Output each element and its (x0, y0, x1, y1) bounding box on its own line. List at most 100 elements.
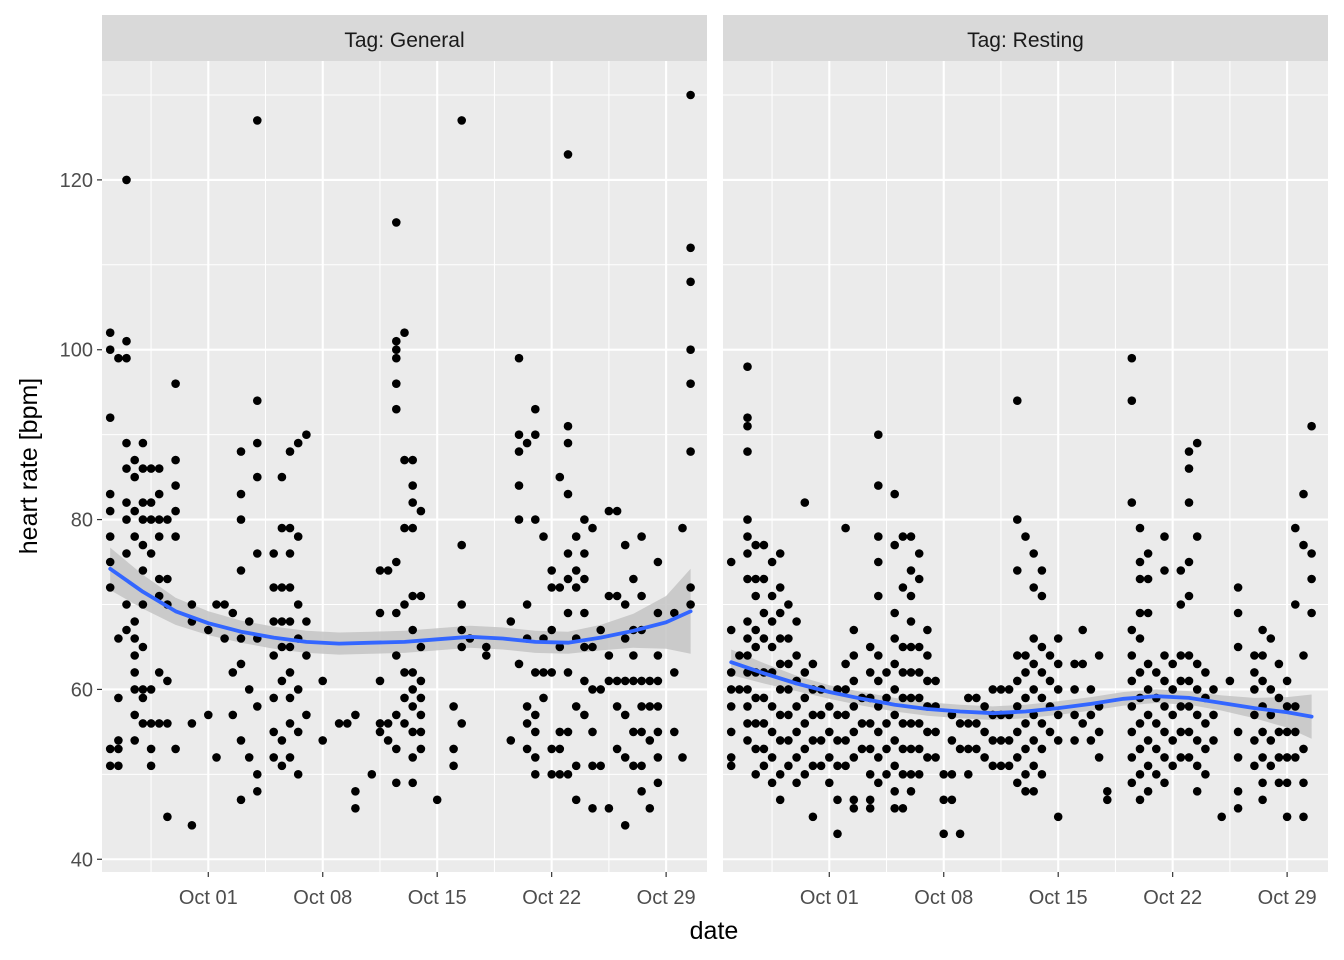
data-point (130, 634, 139, 643)
data-point (563, 438, 573, 448)
data-point (882, 719, 891, 728)
data-point (637, 702, 646, 711)
data-point (596, 685, 605, 694)
data-point (293, 770, 303, 779)
data-point (1070, 736, 1079, 745)
data-point (146, 498, 156, 507)
data-point (841, 710, 850, 720)
data-point (637, 727, 646, 737)
data-point (163, 574, 172, 584)
data-point (1143, 685, 1153, 694)
data-point (800, 498, 810, 507)
data-point (1307, 608, 1316, 618)
data-point (293, 532, 303, 541)
data-point (114, 693, 123, 703)
data-point (130, 736, 139, 745)
data-point (1184, 464, 1194, 473)
data-point (686, 447, 695, 456)
data-point (1078, 625, 1087, 635)
data-point (130, 506, 139, 516)
data-point (1168, 761, 1177, 771)
data-point (343, 719, 352, 728)
data-point (1135, 744, 1145, 754)
data-point (105, 345, 115, 355)
data-point (318, 736, 328, 745)
data-point (596, 625, 605, 635)
data-point (964, 744, 973, 754)
data-point (506, 617, 516, 626)
data-point (400, 455, 409, 465)
data-point (874, 651, 883, 660)
data-point (1143, 549, 1153, 558)
data-point (1135, 557, 1145, 567)
data-point (1135, 608, 1145, 618)
data-point (1282, 753, 1292, 762)
data-point (236, 566, 246, 575)
data-point (1021, 744, 1030, 754)
data-point (252, 702, 262, 711)
data-point (1127, 625, 1137, 635)
data-point (400, 719, 409, 728)
data-point (841, 761, 850, 771)
x-axis-title: date (690, 917, 739, 945)
data-point (547, 744, 556, 754)
data-point (865, 668, 875, 677)
data-point (767, 753, 777, 762)
data-point (800, 693, 810, 703)
data-point (874, 591, 883, 601)
data-point (236, 634, 246, 643)
data-point (171, 379, 180, 389)
data-point (1233, 804, 1243, 813)
data-point (1127, 727, 1137, 737)
data-point (890, 608, 899, 618)
data-point (816, 736, 826, 745)
data-point (882, 744, 891, 754)
data-point (547, 583, 556, 592)
data-point (522, 600, 532, 609)
data-point (874, 481, 883, 490)
data-point (351, 710, 360, 720)
data-point (555, 642, 565, 652)
data-point (269, 617, 279, 626)
data-point (130, 651, 139, 660)
data-point (138, 438, 148, 448)
data-point (555, 583, 565, 592)
data-point (146, 744, 156, 754)
data-point (1053, 685, 1063, 694)
data-point (146, 761, 156, 771)
data-point (645, 676, 655, 686)
data-point (1201, 770, 1210, 779)
data-point (1135, 770, 1145, 779)
data-point (114, 761, 123, 771)
data-point (514, 353, 524, 363)
data-point (914, 770, 924, 779)
data-point (204, 710, 213, 720)
data-point (1037, 693, 1047, 703)
data-point (1135, 523, 1145, 533)
data-point (955, 719, 965, 728)
data-point (1192, 685, 1202, 694)
data-point (154, 464, 164, 473)
data-point (302, 617, 311, 626)
data-point (620, 600, 630, 609)
data-point (514, 430, 524, 440)
data-point (743, 651, 752, 660)
data-point (1233, 787, 1243, 796)
data-point (1029, 549, 1038, 558)
data-point (726, 727, 736, 737)
data-point (220, 600, 229, 609)
data-point (1053, 812, 1063, 822)
data-point (751, 574, 760, 584)
data-point (1258, 795, 1267, 805)
data-point (449, 702, 458, 711)
data-point (906, 693, 916, 703)
panel-general: Tag: General Oct 01 Oct 08 Oct 15 Oct 22 Oct… (102, 15, 707, 909)
data-point (751, 642, 760, 652)
data-point (244, 753, 254, 762)
x-tick-label: Oct 01 (800, 887, 859, 909)
data-point (563, 608, 573, 618)
data-point (775, 685, 785, 694)
data-point (1086, 736, 1096, 745)
data-point (105, 761, 115, 771)
data-point (726, 702, 736, 711)
